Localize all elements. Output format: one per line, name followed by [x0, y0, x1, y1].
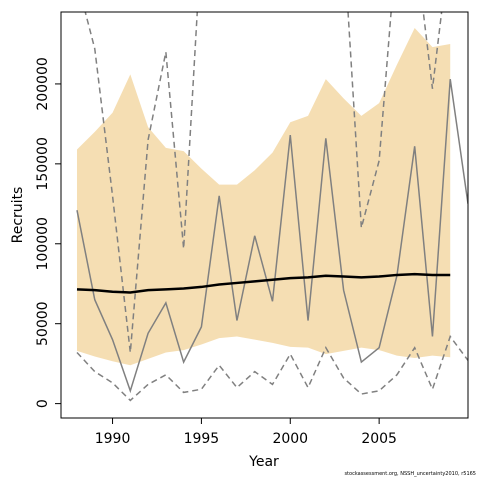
x-tick-label: 1990 — [95, 431, 131, 447]
sample-trajectory-solid-2 — [76, 79, 468, 394]
plot-frame — [60, 11, 469, 419]
x-tick-label: 2005 — [361, 431, 397, 447]
confidence-band — [76, 27, 451, 366]
y-tick-label: 0 — [35, 399, 51, 408]
x-axis-title: Year — [248, 454, 279, 470]
y-tick-label: 150000 — [35, 137, 51, 190]
y-tick-label: 200000 — [35, 57, 51, 110]
x-tick-label: 2000 — [272, 431, 308, 447]
x-tick-label: 1995 — [184, 431, 220, 447]
y-axis-title: Recruits — [10, 187, 26, 244]
sample-trajectory-dashed-4 — [76, 334, 468, 402]
median-line — [76, 272, 451, 294]
y-tick-label: 50000 — [35, 301, 51, 346]
chart-footnote: stockassessment.org, NSSH_uncertainty201… — [344, 471, 476, 477]
y-tick-label: 100000 — [35, 217, 51, 270]
